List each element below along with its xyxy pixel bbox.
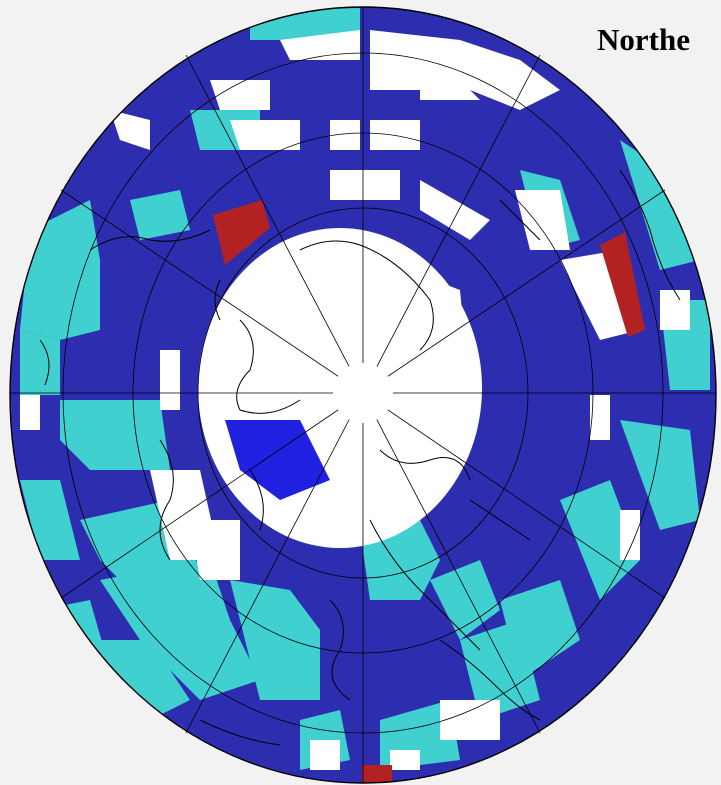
meridian-lines xyxy=(10,8,716,783)
red-cells xyxy=(213,200,645,783)
coastlines xyxy=(39,169,681,746)
map-title: Northe xyxy=(597,22,690,57)
pole-blue-cell xyxy=(225,420,330,500)
pole-center xyxy=(333,363,393,423)
